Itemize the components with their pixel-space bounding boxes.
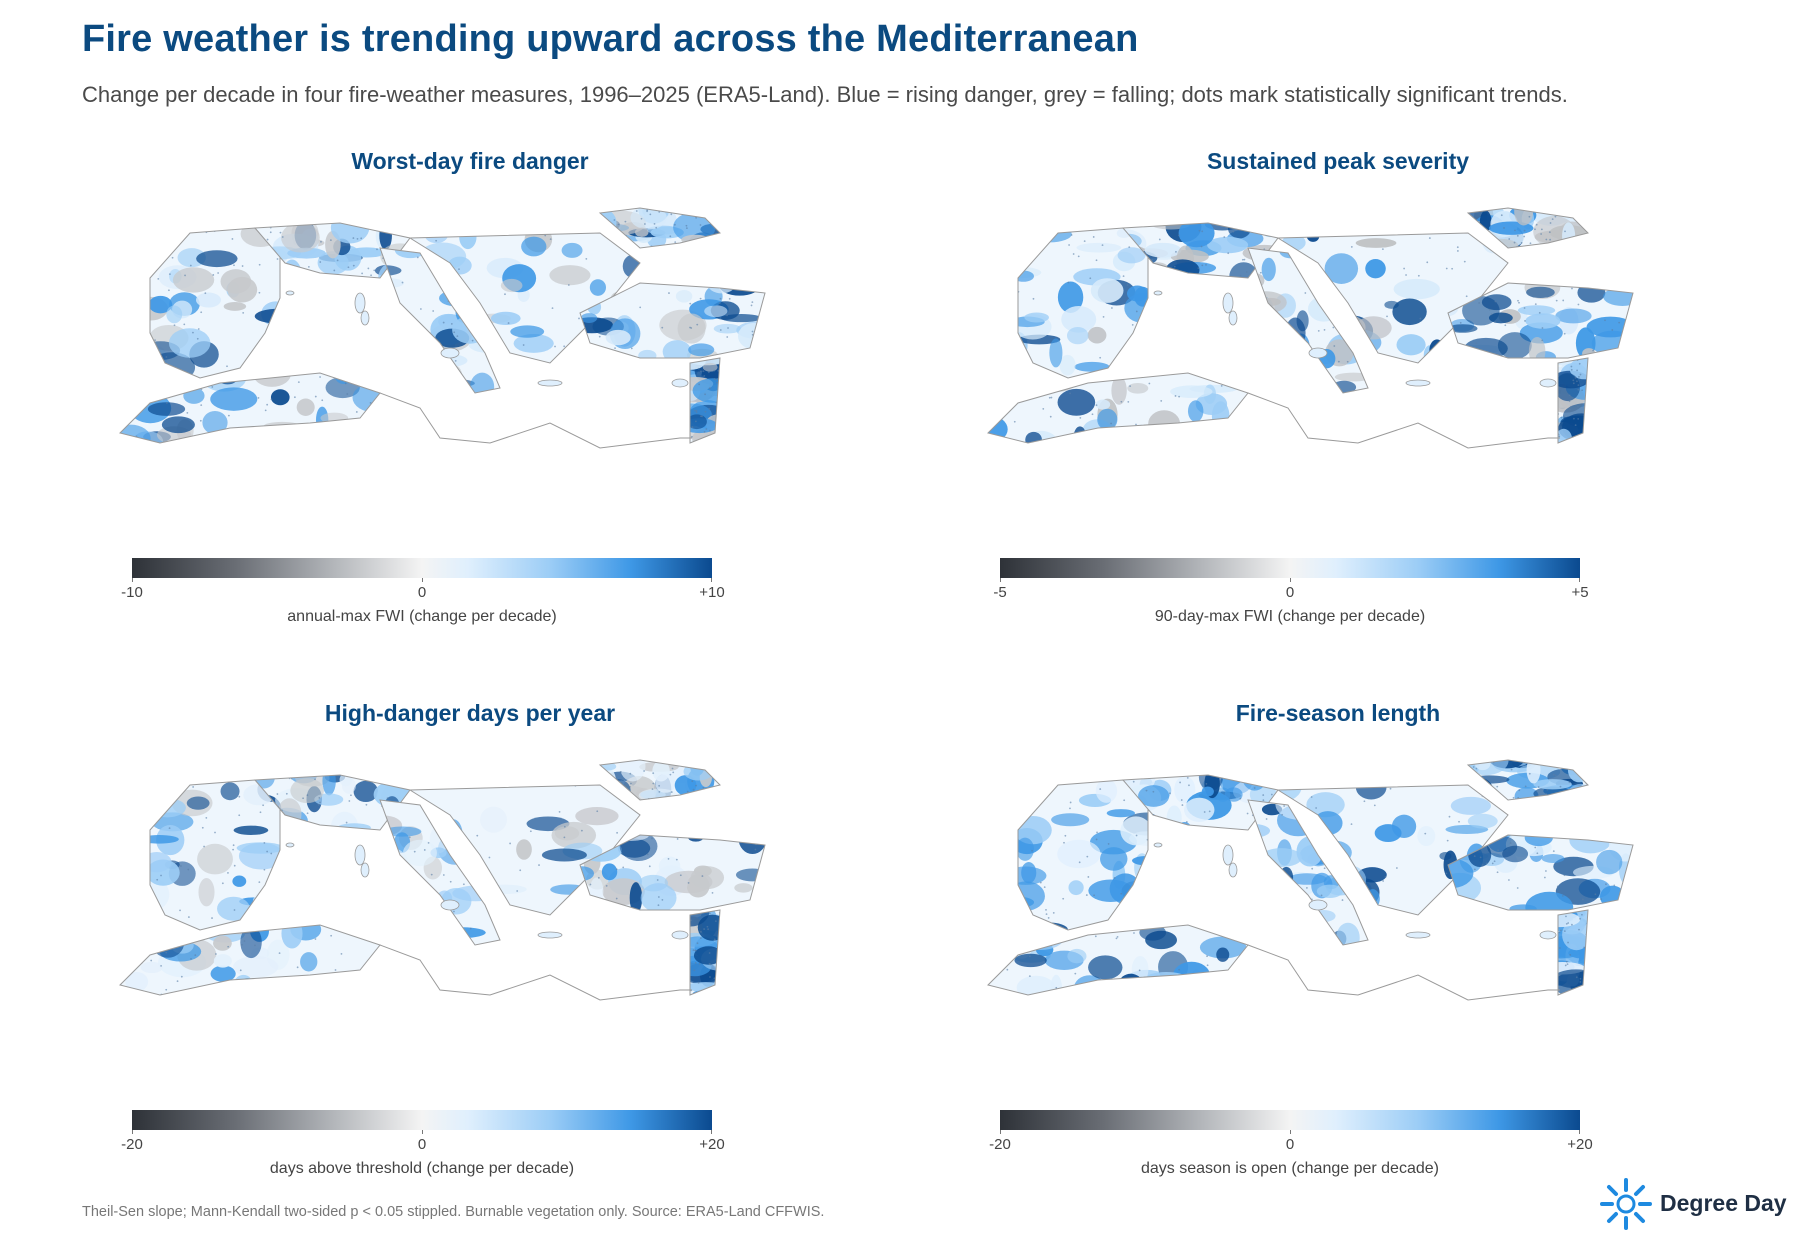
island [671, 378, 689, 388]
island [1539, 930, 1557, 940]
island [1222, 844, 1234, 866]
island [440, 899, 460, 911]
map-panel-sustained-peak: Sustained peak severity -5 0 +5 90-day-m… [908, 148, 1768, 668]
brand-name: Degree Day [1660, 1190, 1787, 1216]
sun-logo-icon [1600, 1178, 1652, 1230]
page-title: Fire weather is trending upward across t… [82, 18, 1139, 60]
colorbar-mid-label: 0 [417, 1136, 427, 1153]
map-panel-fire-season-length: Fire-season length -20 0 +20 days season… [908, 700, 1768, 1220]
island [360, 310, 370, 326]
colorbar-gradient [132, 1110, 712, 1130]
colorbar-gradient [1000, 558, 1580, 578]
map-sustained-peak [987, 207, 1634, 449]
island [354, 292, 366, 314]
colorbar-min-label: -10 [121, 584, 143, 601]
map-worst-day [119, 207, 766, 449]
panel-title: High-danger days per year [324, 700, 616, 726]
map-fire-season-length [987, 759, 1634, 1001]
colorbar-min-label: -20 [989, 1136, 1011, 1153]
island [360, 862, 370, 878]
island [1405, 931, 1431, 939]
colorbar-label: annual-max FWI (change per decade) [287, 608, 557, 625]
island [285, 842, 295, 848]
island [1405, 379, 1431, 387]
colorbar-max-label: +20 [1567, 1136, 1593, 1153]
panel-title: Fire-season length [1235, 700, 1441, 726]
island [440, 347, 460, 359]
island [671, 930, 689, 940]
colorbar-label: 90-day-max FWI (change per decade) [1154, 608, 1426, 625]
island [1222, 292, 1234, 314]
colorbar-min-label: -20 [121, 1136, 143, 1153]
island [1308, 347, 1328, 359]
colorbar-gradient [132, 558, 712, 578]
colorbar-max-label: +10 [699, 584, 725, 601]
map-high-danger-days [119, 759, 766, 1001]
page-subtitle: Change per decade in four fire-weather m… [82, 82, 1568, 107]
colorbar-mid-label: 0 [1285, 1136, 1295, 1153]
colorbar-mid-label: 0 [1285, 584, 1295, 601]
colorbar-gradient [1000, 1110, 1580, 1130]
colorbar-max-label: +5 [1571, 584, 1589, 601]
colorbar-label: days above threshold (change per decade) [269, 1160, 575, 1177]
panel-title: Worst-day fire danger [351, 148, 589, 174]
island [354, 844, 366, 866]
island [1539, 378, 1557, 388]
island [1308, 899, 1328, 911]
colorbar-label: days season is open (change per decade) [1141, 1160, 1439, 1177]
colorbar-max-label: +20 [699, 1136, 725, 1153]
colorbar-mid-label: 0 [417, 584, 427, 601]
island [1228, 310, 1238, 326]
island [285, 290, 295, 296]
colorbar-min-label: -5 [993, 584, 1007, 601]
island [1153, 842, 1163, 848]
land-italy [1248, 800, 1368, 945]
island [1153, 290, 1163, 296]
brand-logo: Degree Day [1598, 1176, 1798, 1232]
map-panel-high-danger-days: High-danger days per year -20 0 +20 days… [40, 700, 900, 1220]
island [537, 931, 563, 939]
island [1228, 862, 1238, 878]
map-panel-worst-day: Worst-day fire danger -10 0 +10 annual-m… [40, 148, 900, 668]
panel-title: Sustained peak severity [1206, 148, 1470, 174]
source-note: Theil-Sen slope; Mann-Kendall two-sided … [82, 1204, 825, 1220]
island [537, 379, 563, 387]
